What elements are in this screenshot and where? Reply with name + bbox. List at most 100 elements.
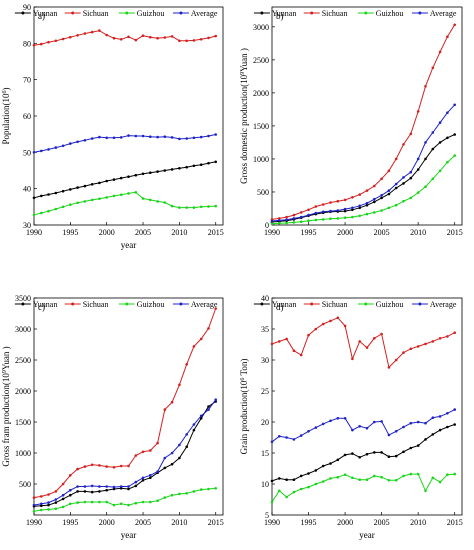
data-point (394, 479, 398, 482)
data-point (207, 327, 210, 330)
series-guizhou (32, 191, 217, 217)
data-point (387, 433, 391, 437)
series-line (33, 191, 216, 216)
data-point (170, 400, 174, 404)
data-point (112, 194, 116, 198)
data-point (185, 165, 188, 169)
data-point (446, 160, 449, 164)
series-line (271, 473, 455, 503)
data-point (141, 500, 145, 504)
data-point (178, 383, 181, 387)
data-point (285, 337, 288, 341)
data-point (163, 169, 167, 172)
data-point (185, 363, 188, 366)
data-point (54, 490, 58, 493)
data-point (163, 456, 167, 460)
x-tick-label: 2000 (99, 518, 115, 527)
legend-marker (125, 11, 129, 15)
data-point (351, 452, 354, 455)
data-point (416, 444, 420, 447)
data-point (343, 453, 347, 457)
legend-label: Average (191, 9, 218, 18)
data-point (431, 433, 435, 436)
data-point (69, 502, 72, 506)
data-point (314, 327, 318, 331)
data-point (90, 500, 94, 504)
data-point (292, 221, 296, 224)
data-point (185, 433, 188, 436)
legend-label: Yunnan (33, 300, 57, 309)
data-point (285, 215, 288, 219)
data-point (453, 408, 457, 411)
data-point (163, 408, 167, 411)
data-point (321, 422, 325, 426)
data-point (149, 35, 152, 39)
data-point (343, 216, 347, 219)
panel-label: d) (276, 302, 284, 312)
data-point (321, 464, 325, 468)
data-point (270, 342, 274, 346)
data-point (119, 136, 123, 139)
data-point (358, 214, 362, 218)
data-point (380, 475, 383, 479)
data-point (278, 340, 281, 343)
x-tick-label: 1995 (301, 518, 317, 527)
x-tick-label: 1995 (62, 518, 78, 527)
series-line (271, 424, 455, 482)
data-point (351, 476, 354, 480)
data-point (321, 203, 325, 206)
x-tick-label: 1990 (264, 518, 280, 527)
data-point (373, 451, 376, 454)
data-point (431, 66, 435, 70)
data-point (134, 173, 138, 177)
data-point (163, 135, 167, 138)
data-point (207, 405, 210, 408)
data-point (83, 465, 87, 468)
data-point (380, 196, 383, 200)
data-point (141, 134, 145, 138)
data-point (149, 449, 152, 452)
data-point (380, 209, 383, 212)
legend-label: Guizhou (376, 300, 404, 309)
data-point (54, 498, 58, 501)
data-point (424, 438, 427, 441)
data-point (149, 474, 152, 477)
data-point (299, 220, 303, 223)
data-point (402, 182, 405, 185)
panel-label: b) (276, 11, 284, 21)
data-point (134, 480, 138, 484)
data-point (292, 438, 296, 441)
data-point (76, 34, 79, 37)
data-point (416, 168, 420, 171)
data-point (178, 39, 181, 43)
series-line (33, 401, 216, 507)
data-point (90, 490, 94, 494)
legend-label: Sichuan (322, 9, 348, 18)
data-point (83, 32, 87, 35)
data-point (394, 182, 398, 186)
data-point (83, 200, 87, 203)
data-point (431, 131, 435, 134)
data-point (134, 191, 138, 194)
data-point (207, 205, 210, 208)
data-point (61, 189, 65, 193)
data-point (292, 213, 296, 217)
data-point (199, 163, 203, 166)
data-point (314, 469, 318, 472)
data-point (61, 493, 65, 497)
data-point (156, 499, 159, 503)
data-point (105, 488, 108, 492)
data-point (314, 482, 318, 486)
data-point (292, 349, 296, 353)
data-point (299, 434, 303, 437)
x-tick-label: 2010 (410, 518, 426, 527)
data-point (170, 462, 174, 466)
data-point (336, 458, 340, 462)
series-average (270, 408, 457, 444)
data-point (343, 198, 347, 202)
x-axis-label: year (359, 530, 375, 540)
data-point (170, 493, 174, 497)
x-tick-label: 1990 (26, 518, 42, 527)
data-point (40, 194, 43, 198)
data-point (431, 476, 435, 480)
